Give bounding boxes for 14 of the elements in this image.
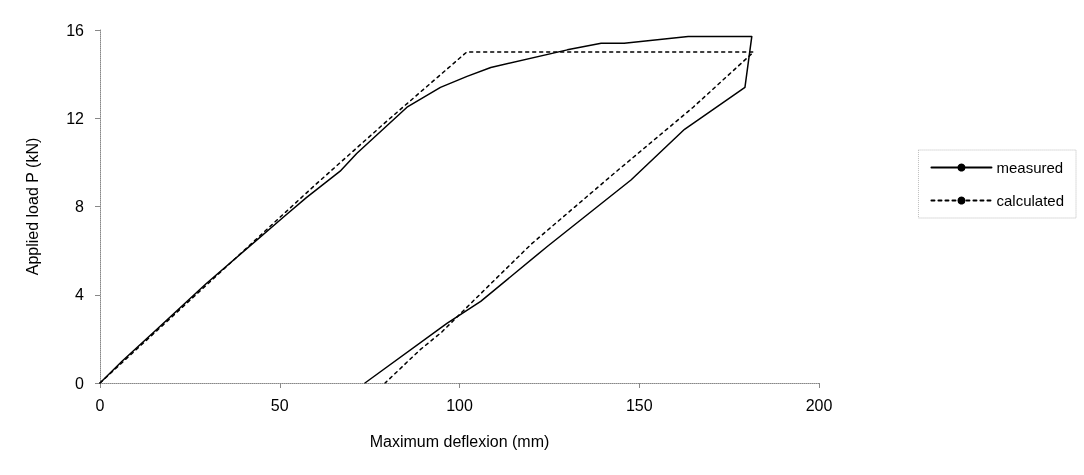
y-axis-title: Applied load P (kN) xyxy=(23,137,41,276)
x-tick-label: 0 xyxy=(95,396,105,414)
y-tick-label: 12 xyxy=(66,109,85,127)
x-tick-label: 150 xyxy=(625,396,653,414)
x-tick-label: 100 xyxy=(446,396,473,414)
x-tick-label: 200 xyxy=(805,396,833,414)
x-axis-title: Maximum deflexion (mm) xyxy=(369,432,550,450)
legend-label: calculated xyxy=(996,192,1064,209)
legend-label: measured xyxy=(996,159,1064,176)
x-tick-label: 50 xyxy=(270,396,289,414)
y-tick-label: 4 xyxy=(75,286,85,304)
y-tick-label: 16 xyxy=(66,21,85,39)
y-tick-label: 8 xyxy=(75,198,85,215)
y-tick-label: 0 xyxy=(75,374,85,392)
